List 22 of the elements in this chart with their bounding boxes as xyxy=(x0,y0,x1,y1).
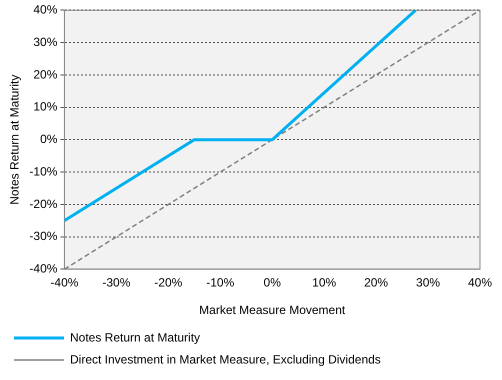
x-tick-label: -40% xyxy=(50,276,79,290)
y-tick-label: -10% xyxy=(29,164,58,178)
legend-label: Direct Investment in Market Measure, Excluding Dividends xyxy=(70,352,381,366)
x-tick-label: 30% xyxy=(416,276,440,290)
x-tick-label: -10% xyxy=(206,276,235,290)
x-tick-label: 10% xyxy=(312,276,336,290)
y-tick-label: -40% xyxy=(29,262,58,276)
y-tick-label: -30% xyxy=(29,229,58,244)
x-tick-label: -20% xyxy=(154,276,183,290)
x-tick-label: 20% xyxy=(364,276,388,290)
y-tick-label: 40% xyxy=(33,2,58,17)
y-tick-label: 20% xyxy=(33,67,58,82)
y-axis-title: Notes Return at Maturity xyxy=(8,74,22,205)
x-axis-title: Market Measure Movement xyxy=(199,303,346,318)
y-tick-label: 0% xyxy=(40,132,58,146)
x-tick-label: 0% xyxy=(264,276,282,290)
y-tick-label: 10% xyxy=(33,100,58,114)
y-tick-label: -20% xyxy=(29,196,58,211)
legend-label: Notes Return at Maturity xyxy=(70,330,200,344)
y-tick-label: 30% xyxy=(33,34,58,49)
x-tick-label: -30% xyxy=(102,276,131,290)
x-tick-label: 40% xyxy=(468,276,492,290)
